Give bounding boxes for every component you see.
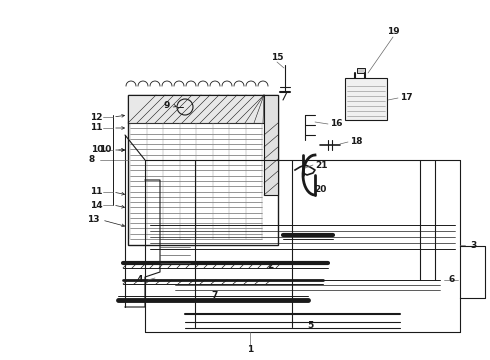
Bar bbox=[264, 95, 278, 195]
Text: 4: 4 bbox=[137, 275, 143, 284]
Text: 6: 6 bbox=[449, 275, 455, 284]
Text: 1: 1 bbox=[247, 346, 253, 355]
Text: 17: 17 bbox=[400, 94, 413, 103]
Text: 10: 10 bbox=[91, 145, 103, 154]
Text: 13: 13 bbox=[88, 216, 100, 225]
Text: 15: 15 bbox=[271, 54, 283, 63]
Text: 19: 19 bbox=[387, 27, 399, 36]
Text: 20: 20 bbox=[314, 185, 326, 194]
Text: 5: 5 bbox=[307, 320, 313, 329]
Text: 2: 2 bbox=[267, 261, 273, 270]
Text: 7: 7 bbox=[212, 291, 218, 300]
Text: 10: 10 bbox=[99, 145, 111, 154]
Text: 3: 3 bbox=[470, 240, 476, 249]
Bar bbox=[128, 95, 278, 245]
Bar bbox=[357, 68, 365, 73]
Text: 11: 11 bbox=[91, 123, 103, 132]
Text: 9: 9 bbox=[164, 100, 170, 109]
Text: 8: 8 bbox=[89, 156, 95, 165]
Text: 11: 11 bbox=[91, 188, 103, 197]
Bar bbox=[345, 78, 387, 120]
Text: 21: 21 bbox=[315, 161, 327, 170]
Text: 12: 12 bbox=[91, 112, 103, 122]
Bar bbox=[128, 95, 264, 123]
Text: 18: 18 bbox=[350, 138, 363, 147]
Text: 16: 16 bbox=[330, 120, 343, 129]
Text: 14: 14 bbox=[90, 201, 103, 210]
